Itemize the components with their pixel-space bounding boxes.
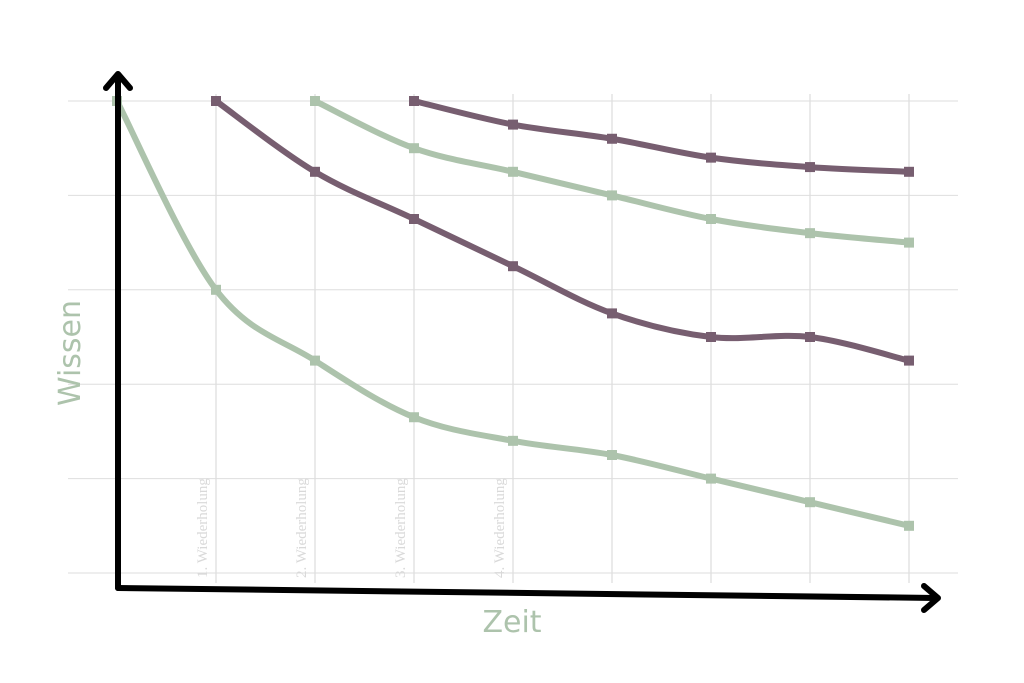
data-point [706, 473, 716, 484]
data-point [607, 450, 617, 460]
data-point [211, 96, 221, 106]
data-point [607, 308, 617, 319]
x-axis-line [115, 585, 939, 601]
data-point [508, 261, 518, 272]
data-point [508, 119, 518, 130]
data-point [607, 133, 617, 144]
data-point [409, 214, 419, 224]
data-point [607, 190, 617, 201]
data-point [805, 332, 815, 342]
data-point [706, 152, 716, 163]
data-point [805, 162, 815, 173]
series-group [112, 96, 914, 531]
data-point [409, 96, 419, 106]
repetition-labels: 1. Wiederholung 2. Wiederholung 3. Wiederh… [195, 478, 508, 578]
y-axis-arrowhead [103, 71, 133, 91]
data-point [508, 166, 518, 177]
data-point [310, 166, 320, 177]
x-axis-arrowhead [921, 583, 941, 613]
repetition-label: 2. Wiederholung [294, 478, 310, 578]
repetition-label: 4. Wiederholung [492, 478, 508, 578]
data-point [409, 143, 419, 154]
data-point [310, 96, 320, 106]
axes [103, 71, 941, 613]
data-point [904, 355, 914, 366]
data-point [706, 214, 716, 224]
y-axis-label: Wissen [53, 300, 88, 406]
data-point [211, 284, 221, 295]
series-line-4 [411, 98, 912, 175]
data-point [409, 412, 419, 423]
data-point [805, 228, 815, 239]
data-point [904, 166, 914, 177]
data-point [706, 332, 716, 342]
repetition-label: 1. Wiederholung [195, 478, 211, 578]
data-point [904, 237, 914, 248]
data-point [904, 520, 914, 531]
data-point [805, 497, 815, 508]
data-point [508, 435, 518, 446]
data-point [310, 355, 320, 366]
repetition-label: 3. Wiederholung [393, 478, 409, 578]
x-axis-label: Zeit [482, 605, 541, 640]
